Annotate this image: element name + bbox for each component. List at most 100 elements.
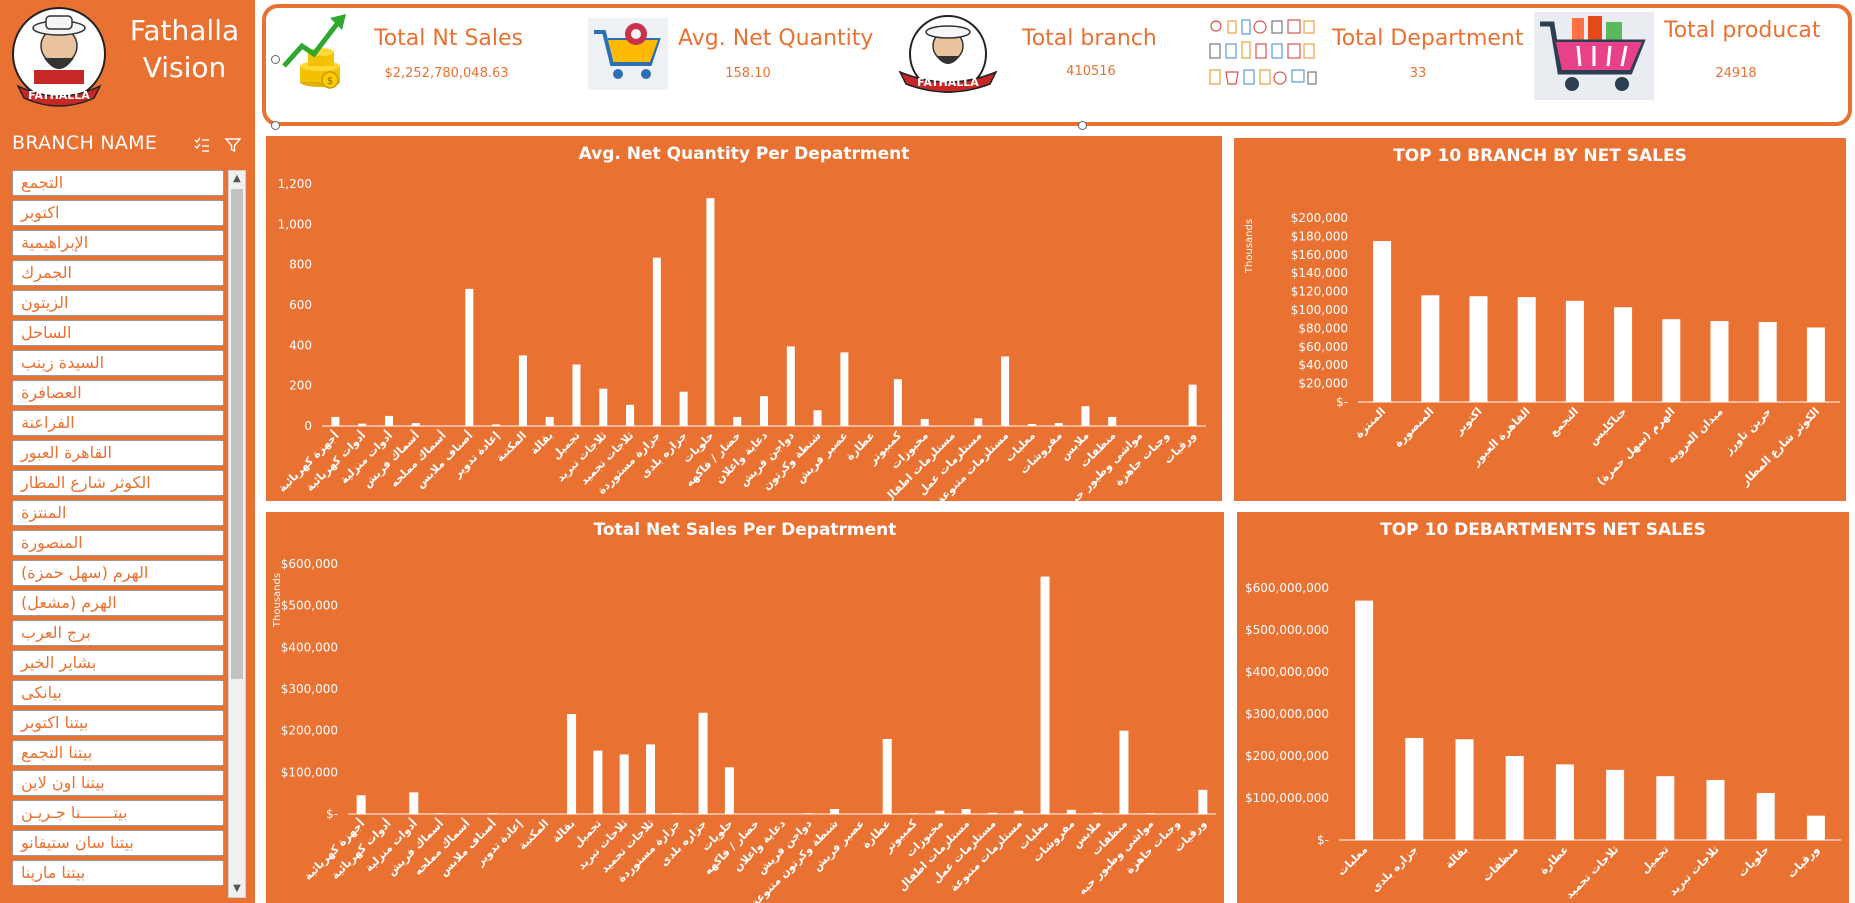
- slicer-item[interactable]: بشاير الخير: [12, 650, 224, 676]
- svg-text:FATHALLA: FATHALLA: [917, 76, 979, 89]
- slicer-item[interactable]: اكتوبر: [12, 200, 224, 226]
- bar: [893, 379, 902, 426]
- slicer-item[interactable]: السيدة زينب: [12, 350, 224, 376]
- svg-text:FATHALLA: FATHALLA: [28, 89, 90, 102]
- bar: [1710, 321, 1729, 402]
- bar: [733, 416, 742, 426]
- bar: [935, 810, 945, 814]
- bar: [1198, 789, 1208, 814]
- clear-filter-icon[interactable]: [224, 136, 242, 154]
- chart-top10-branch: TOP 10 BRANCH BY NET SALES $- $20,000 $40,…: [1234, 138, 1846, 501]
- bar: [1108, 416, 1117, 426]
- bar: [356, 795, 366, 814]
- slicer-title: BRANCH NAME: [12, 132, 158, 154]
- chart-top10-departments: TOP 10 DEBARTMENTS NET SALES $- $100,000,…: [1237, 512, 1849, 903]
- bar: [679, 391, 688, 426]
- slicer-item[interactable]: الإبراهيمية: [12, 230, 224, 256]
- y-axis-label: Thousands: [272, 573, 283, 628]
- y-tick-label: $180,000: [1291, 229, 1348, 243]
- slicer-item[interactable]: الساحل: [12, 320, 224, 346]
- multi-select-icon[interactable]: [193, 136, 211, 154]
- bar: [488, 813, 498, 814]
- y-tick-label: $600,000: [281, 557, 338, 571]
- slicer-item[interactable]: الزيتون: [12, 290, 224, 316]
- bar: [1517, 297, 1536, 402]
- kpi-department-value: 33: [1409, 66, 1427, 81]
- kpi-branch-value: 410516: [1066, 64, 1116, 79]
- bar: [1066, 809, 1076, 814]
- slicer-item[interactable]: بيتنا اون لاين: [12, 770, 224, 796]
- bar: [1555, 764, 1574, 840]
- scroll-up-icon[interactable]: ▲: [233, 173, 241, 184]
- resize-handle[interactable]: [1078, 121, 1087, 130]
- chart-avg-qty-per-department: Avg. Net Quantity Per Depatrment 0 200 400…: [266, 136, 1222, 501]
- y-tick-label: $120,000: [1291, 285, 1348, 299]
- y-tick-label: $200,000,000: [1245, 749, 1329, 763]
- y-tick-label: $-: [1317, 833, 1329, 847]
- bar: [724, 767, 734, 814]
- y-tick-label: $100,000,000: [1245, 791, 1329, 805]
- scroll-thumb[interactable]: [231, 189, 243, 679]
- sidebar: FATHALLA Fathalla Vision BRANCH NAME الت…: [0, 0, 255, 903]
- slicer-item[interactable]: بيتنا التجمع: [12, 740, 224, 766]
- slicer-item[interactable]: بيتـــــــنا جـريـن: [12, 800, 224, 826]
- x-tick-label: جناكليس: [1586, 405, 1629, 448]
- bar: [1001, 356, 1010, 426]
- y-tick-label: 800: [289, 258, 312, 272]
- resize-handle[interactable]: [271, 55, 280, 64]
- y-tick-label: $40,000: [1298, 358, 1348, 372]
- slicer-item[interactable]: القاهرة العبور: [12, 440, 224, 466]
- bar: [411, 422, 420, 426]
- slicer-item[interactable]: برج العرب: [12, 620, 224, 646]
- kpi-net-sales-value: $2,252,780,048.63: [384, 66, 509, 81]
- grocery-products-icon: [1209, 19, 1317, 85]
- slicer-item[interactable]: بيتنا سان ستيفانو: [12, 830, 224, 856]
- slicer-item[interactable]: الكوثر شارع المطار: [12, 470, 224, 496]
- bar: [1027, 423, 1036, 426]
- slicer-item[interactable]: التجمع: [12, 170, 224, 196]
- bar: [974, 418, 983, 426]
- bar: [1014, 810, 1024, 814]
- bar: [882, 739, 892, 814]
- fathalla-logo-icon: FATHALLA: [898, 15, 998, 93]
- kpi-band: $ Total Nt Sales $2,252,780,048.63 Avg. …: [262, 4, 1852, 126]
- slicer-item[interactable]: الهرم (مشعل): [12, 590, 224, 616]
- kpi-product-value: 24918: [1715, 66, 1757, 81]
- shopping-cart-icon: [588, 18, 668, 90]
- slicer-scrollbar[interactable]: ▲ ▼: [228, 170, 246, 898]
- x-tick-label: منظفات: [1480, 843, 1521, 884]
- svg-text:$: $: [327, 76, 333, 87]
- x-tick-label: عطارة: [1537, 843, 1571, 877]
- slicer-item[interactable]: العصافرة: [12, 380, 224, 406]
- slicer-item[interactable]: بيتنا اكتوبر: [12, 710, 224, 736]
- slicer-item[interactable]: الهرم (سهل حمزة): [12, 560, 224, 586]
- bar: [1119, 730, 1129, 814]
- bar: [698, 712, 708, 814]
- money-growth-icon: $: [282, 14, 346, 89]
- bar: [1505, 756, 1524, 840]
- y-tick-label: 1,000: [278, 217, 312, 231]
- y-tick-label: $20,000: [1298, 377, 1348, 391]
- slicer-item[interactable]: الجمرك: [12, 260, 224, 286]
- bar: [1188, 384, 1197, 426]
- x-tick-label: الكوثر شارع المطار: [1738, 405, 1822, 489]
- bar: [626, 404, 635, 426]
- x-tick-label: المنتزة: [1352, 405, 1388, 441]
- y-tick-label: $200,000: [281, 724, 338, 738]
- bar: [987, 812, 997, 814]
- slicer-item[interactable]: بيانكى: [12, 680, 224, 706]
- fathalla-logo-icon: FATHALLA: [12, 7, 106, 107]
- chart-canvas: $- $100,000,000 $200,000,000 $300,000,000 $4…: [1245, 581, 1841, 901]
- slicer-item[interactable]: المنصورة: [12, 530, 224, 556]
- y-tick-label: $140,000: [1291, 266, 1348, 280]
- scroll-down-icon[interactable]: ▼: [233, 883, 241, 894]
- bar: [652, 257, 661, 426]
- resize-handle[interactable]: [271, 121, 280, 130]
- slicer-item[interactable]: المنتزة: [12, 500, 224, 526]
- y-tick-label: $-: [326, 807, 338, 821]
- slicer-item[interactable]: بيتنا مارينا: [12, 860, 224, 886]
- bar: [518, 355, 527, 426]
- y-tick-label: 600: [289, 298, 312, 312]
- bar: [1565, 300, 1584, 402]
- slicer-item[interactable]: الفراعنة: [12, 410, 224, 436]
